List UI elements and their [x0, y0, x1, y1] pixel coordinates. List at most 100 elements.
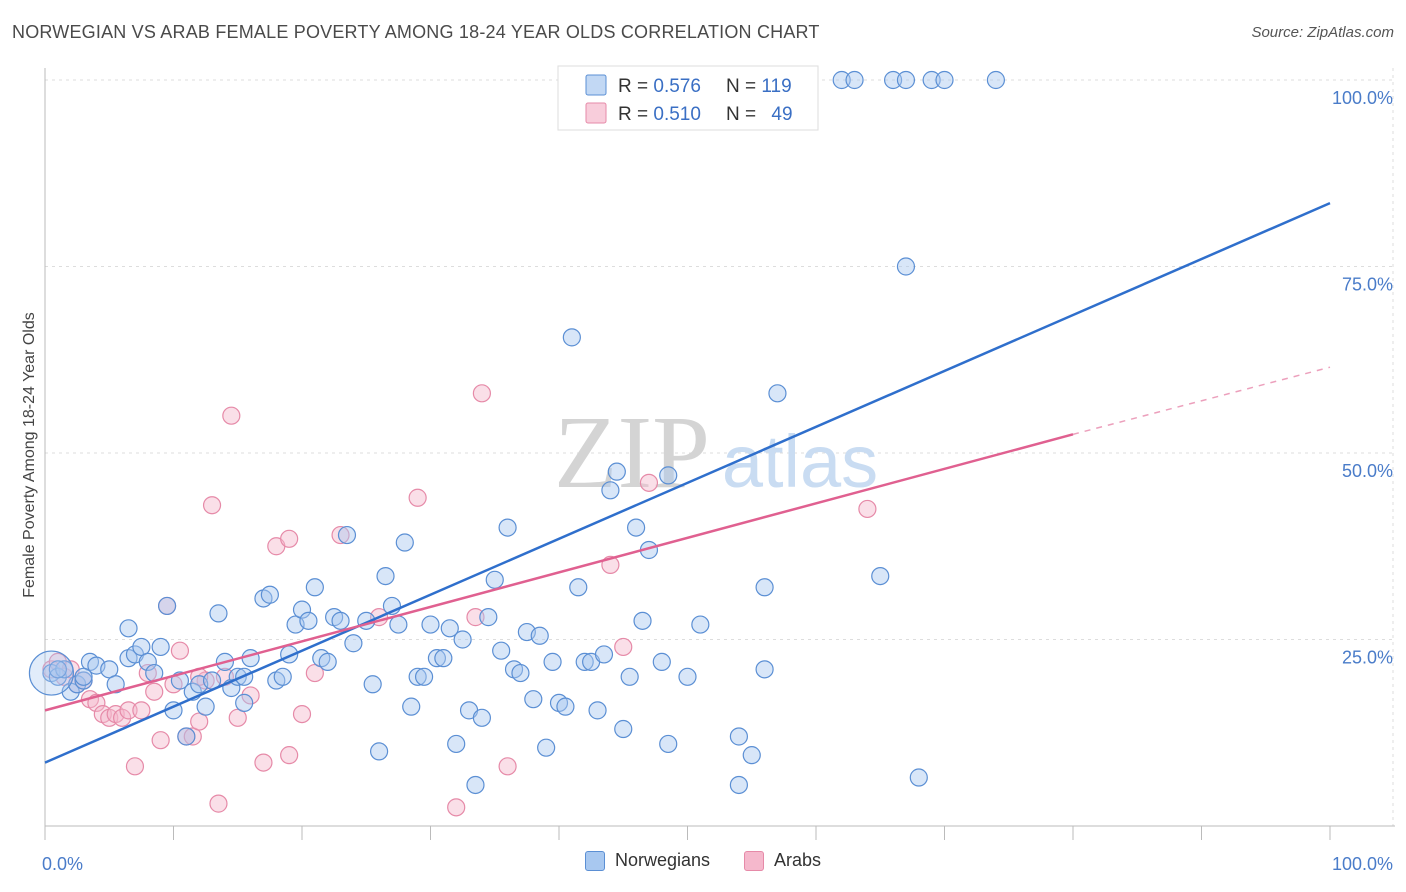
norwegians-point-79	[569, 578, 588, 597]
norwegians-point-43	[331, 611, 350, 630]
svg-text:R = 0.510: R = 0.510	[618, 104, 701, 125]
norwegians-point-41	[318, 652, 337, 671]
norwegians-points	[28, 70, 1006, 795]
stats-legend: R = 0.576 N = 119 R = 0.510 N = 49	[557, 65, 819, 131]
norwegians-point-54	[408, 667, 427, 686]
norwegians-point-29	[235, 693, 254, 713]
norwegians-point-110	[922, 70, 941, 90]
arabs-point-47	[858, 499, 877, 519]
norwegians-point-108	[896, 70, 916, 90]
legend-item-arabs[interactable]: Arabs	[744, 850, 821, 871]
norwegians-point-99	[755, 660, 774, 679]
x-tick-label-min: 0.0%	[42, 854, 83, 874]
arabs-point-30	[241, 686, 260, 705]
norwegians-point-59	[440, 619, 459, 638]
norwegians-point-39	[305, 578, 324, 597]
y-tick-label-1: 50.0%	[1342, 461, 1393, 481]
norwegians-point-78	[562, 328, 581, 347]
norwegians-point-96	[729, 727, 749, 746]
norwegians-point-64	[472, 708, 491, 727]
norwegians-point-84	[601, 481, 620, 500]
norwegians-point-80	[575, 652, 594, 671]
norwegians-point-47	[363, 675, 382, 694]
legend-n-value-arabs: 49	[771, 104, 792, 125]
arabs-point-11	[112, 708, 132, 727]
norwegians-point-86	[614, 719, 633, 739]
svg-text:R = 0.576: R = 0.576	[618, 76, 701, 97]
arabs-trend-extension	[1072, 366, 1331, 436]
legend-label-norwegians: Norwegians	[614, 850, 710, 870]
norwegians-point-105	[871, 566, 890, 586]
grid-lines	[45, 68, 1395, 826]
norwegians-point-106	[883, 70, 903, 90]
norwegians-point-112	[986, 70, 1006, 90]
legend-marker-norwegians	[584, 850, 605, 871]
norwegians-point-85	[607, 462, 626, 481]
norwegians-point-58	[434, 649, 453, 668]
arabs-point-17	[151, 731, 170, 750]
norwegians-point-23	[196, 697, 215, 716]
norwegians-point-83	[594, 645, 614, 664]
norwegians-point-20	[177, 727, 196, 746]
norwegians-point-55	[414, 667, 434, 686]
watermark-zip: ZIP	[554, 395, 710, 510]
norwegians-point-93	[659, 734, 678, 754]
norwegians-point-30	[241, 649, 260, 668]
axes	[44, 68, 1395, 840]
norwegians-point-16	[151, 637, 170, 657]
norwegians-point-1	[48, 667, 67, 686]
y-tick-label-3: 100.0%	[1332, 88, 1393, 108]
chart-source: Source: ZipAtlas.com	[1251, 24, 1394, 41]
norwegians-point-32	[260, 585, 279, 604]
arabs-point-46	[639, 473, 659, 492]
norwegians-point-44	[337, 525, 357, 545]
chart-title: NORWEGIAN VS ARAB FEMALE POVERTY AMONG 1…	[12, 22, 820, 42]
norwegians-point-51	[389, 615, 408, 634]
arabs-point-14	[132, 701, 151, 720]
trend-lines	[44, 201, 1331, 764]
x-tick-label-max: 100.0%	[1332, 854, 1393, 874]
arabs-point-37	[331, 525, 350, 545]
norwegians-point-37	[292, 600, 312, 619]
arabs-point-26	[209, 794, 228, 813]
arabs-point-12	[119, 701, 138, 720]
legend-r-value-norwegians: 0.576	[653, 76, 701, 97]
arabs-point-42	[472, 384, 491, 403]
legend-item-norwegians[interactable]: Norwegians	[584, 850, 710, 871]
norwegians-point-65	[479, 608, 498, 627]
norwegians-point-115	[74, 667, 93, 686]
svg-text:N = 119: N = 119	[726, 76, 792, 97]
tick-labels: 25.0% 50.0% 75.0% 100.0% 0.0% 100.0%	[42, 88, 1393, 874]
norwegians-point-49	[376, 566, 395, 586]
y-tick-label-0: 25.0%	[1342, 648, 1393, 668]
legend-marker-arabs	[744, 850, 764, 871]
norwegians-point-101	[755, 578, 774, 597]
norwegians-point-88	[626, 518, 646, 537]
norwegians-point-60	[447, 734, 466, 754]
norwegians-point-111	[935, 70, 954, 90]
norwegians-point-89	[633, 611, 652, 630]
norwegians-point-73	[530, 626, 549, 645]
watermark-atlas: atlas	[722, 420, 878, 503]
arabs-point-39	[408, 488, 427, 507]
norwegians-point-34	[273, 667, 292, 686]
norwegians-point-63	[466, 775, 485, 795]
arabs-trend-line	[44, 433, 1074, 712]
series-legend: Norwegians Arabs	[0, 850, 1406, 871]
arabs-point-28	[222, 406, 241, 425]
legend-r-value-arabs: 0.510	[653, 104, 701, 125]
arabs-point-41	[466, 608, 485, 627]
legend-r-label-arabs: R =	[618, 104, 653, 125]
norwegians-point-61	[453, 630, 472, 649]
legend-n-label-norwegians: N =	[726, 76, 761, 97]
norwegians-point-66	[485, 570, 504, 589]
legend-label-arabs: Arabs	[774, 850, 822, 870]
norwegians-point-77	[556, 697, 575, 716]
norwegians-point-67	[492, 641, 511, 660]
norwegians-point-17	[157, 596, 177, 616]
arabs-point-20	[170, 641, 190, 660]
norwegians-point-72	[524, 690, 543, 709]
arabs-point-45	[614, 637, 633, 657]
norwegians-point-11	[119, 619, 138, 638]
